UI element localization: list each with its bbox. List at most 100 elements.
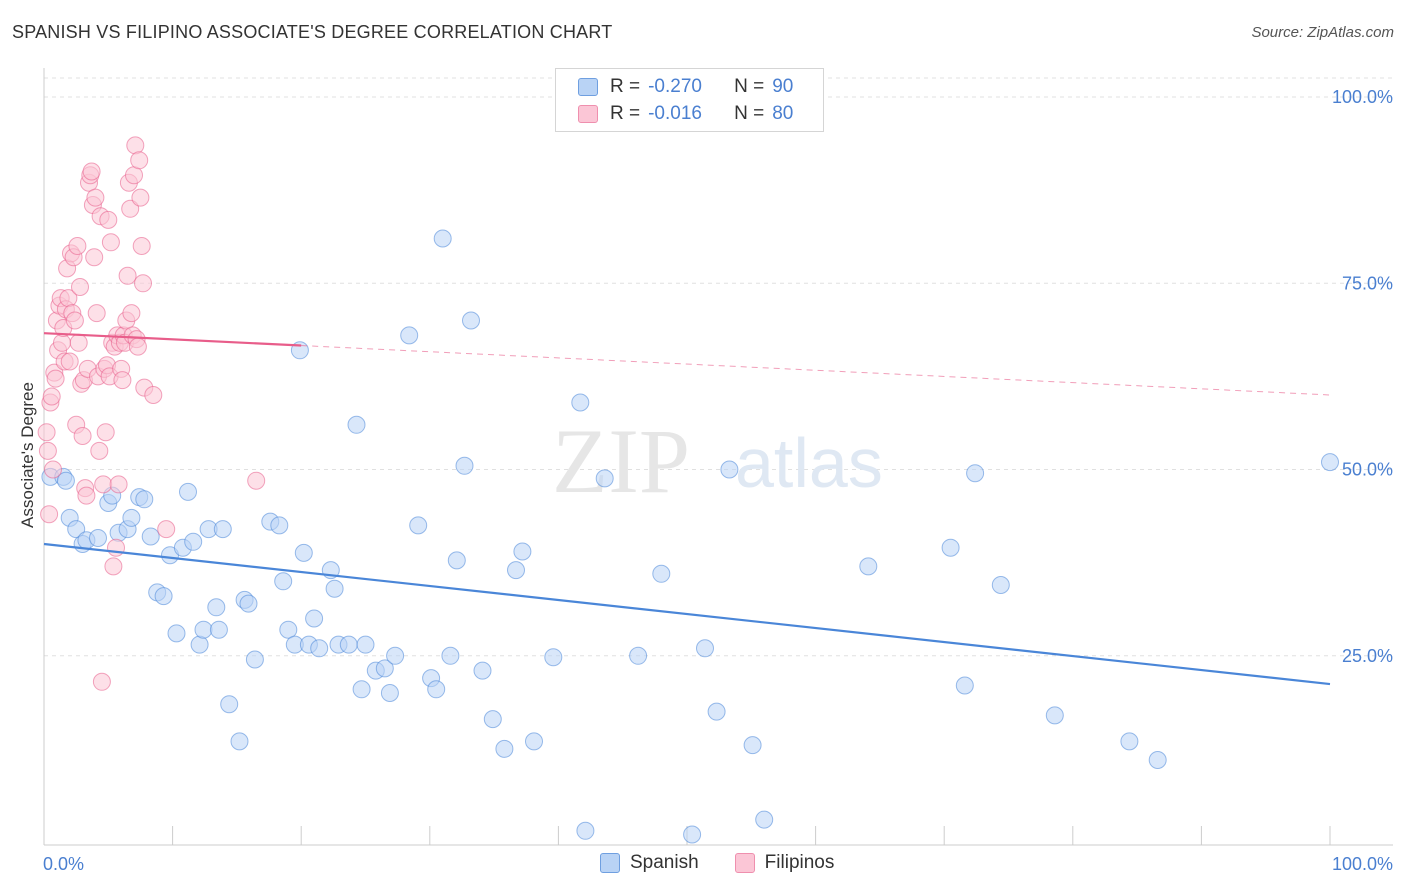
spanish-point [207, 598, 226, 617]
spanish-point [154, 587, 173, 606]
spanish-point [274, 572, 293, 591]
spanish-point [294, 543, 313, 562]
spanish-point [707, 702, 726, 721]
spanish-point [305, 609, 324, 628]
spanish-point [347, 415, 366, 434]
r-label: R = [610, 103, 641, 124]
spanish-point [135, 490, 154, 509]
spanish-point [270, 516, 289, 535]
filipinos-point [92, 672, 111, 691]
filipinos-point [94, 475, 113, 494]
spanish-point [433, 229, 452, 248]
filipinos-point [134, 274, 152, 293]
n-label: N = [734, 103, 765, 124]
spanish-point [209, 620, 228, 639]
spanish-point [427, 680, 446, 699]
correlation-legend: R = -0.270 N = 90 R = -0.016 N = 80 [555, 68, 824, 132]
spanish-point [56, 471, 75, 490]
legend-item-spanish[interactable]: Spanish [600, 852, 699, 874]
spanish-point [380, 684, 399, 702]
filipinos-point [113, 371, 132, 390]
spanish-point [122, 508, 141, 527]
spanish-point [966, 464, 985, 483]
filipinos-point [247, 471, 266, 490]
spanish-point [1120, 732, 1139, 751]
spanish-point [325, 579, 344, 598]
spanish-point [955, 676, 974, 695]
y-tick-label: 100.0% [1332, 87, 1393, 107]
spanish-point [941, 538, 960, 557]
filipinos-point [44, 460, 62, 479]
spanish-point [571, 393, 590, 412]
filipinos-swatch [578, 105, 598, 123]
filipinos-r-value: -0.016 [648, 103, 702, 124]
filipinos-point [37, 423, 56, 442]
spanish-point [375, 659, 394, 678]
spanish-point [67, 520, 86, 539]
y-tick-label: 50.0% [1342, 460, 1393, 480]
legend-row-filipinos: R = -0.016 N = 80 [578, 102, 793, 126]
filipinos-point [121, 199, 140, 218]
spanish-trend-line [43, 542, 1331, 686]
filipinos-point [144, 386, 163, 404]
y-tick-label: 75.0% [1342, 273, 1393, 293]
filipinos-point [87, 304, 106, 323]
spanish-point [683, 825, 702, 844]
spanish-point [167, 624, 186, 643]
r-label: R = [610, 76, 641, 97]
spanish-point [755, 810, 774, 829]
spanish-point [245, 650, 264, 669]
filipinos-point [69, 333, 88, 352]
spanish-point [386, 646, 405, 665]
filipinos-point [60, 352, 79, 371]
filipinos-legend-swatch [734, 853, 755, 873]
spanish-point [141, 527, 160, 546]
filipinos-trend-line [43, 332, 302, 347]
filipinos-point [85, 248, 104, 267]
filipinos-point [86, 188, 105, 207]
watermark-atlas: atlas [735, 424, 883, 502]
filipinos-points [37, 136, 266, 691]
filipinos-point [101, 233, 120, 252]
spanish-point [184, 532, 203, 551]
y-axis-label: Associate's Degree [18, 382, 37, 528]
spanish-point [400, 326, 419, 345]
spanish-point [409, 516, 428, 535]
spanish-point [629, 646, 648, 665]
spanish-point [473, 661, 492, 680]
source-label: Source: ZipAtlas.com [1251, 24, 1394, 41]
filipinos-point [65, 311, 84, 330]
filipinos-n-value: 80 [772, 103, 794, 124]
spanish-point [441, 646, 460, 665]
spanish-point [696, 639, 714, 658]
legend-item-filipinos[interactable]: Filipinos [734, 852, 835, 874]
filipinos-point [71, 278, 89, 296]
spanish-point [279, 620, 298, 639]
spanish-point [352, 680, 371, 699]
spanish-legend-label: Spanish [630, 852, 699, 873]
spanish-point [1045, 706, 1064, 725]
chart-title: SPANISH VS FILIPINO ASSOCIATE'S DEGREE C… [12, 22, 613, 42]
filipinos-point [82, 162, 101, 181]
y-tick-label: 25.0% [1342, 646, 1393, 666]
spanish-n-value: 90 [772, 76, 794, 97]
filipinos-point [42, 387, 61, 406]
spanish-point [859, 557, 878, 576]
spanish-point [356, 635, 375, 654]
filipinos-point [77, 486, 96, 505]
spanish-point [507, 561, 525, 580]
filipinos-point [96, 423, 115, 442]
filipinos-point [40, 505, 59, 524]
spanish-point [991, 576, 1010, 594]
trend-lines [43, 332, 1331, 686]
spanish-point [1321, 453, 1339, 472]
spanish-swatch [578, 78, 598, 96]
filipinos-point [131, 188, 150, 207]
spanish-point [239, 594, 258, 613]
grid [44, 77, 1393, 657]
spanish-point [483, 710, 502, 729]
spanish-point [310, 639, 329, 658]
filipinos-point [46, 369, 65, 388]
filipinos-legend-label: Filipinos [764, 852, 835, 873]
